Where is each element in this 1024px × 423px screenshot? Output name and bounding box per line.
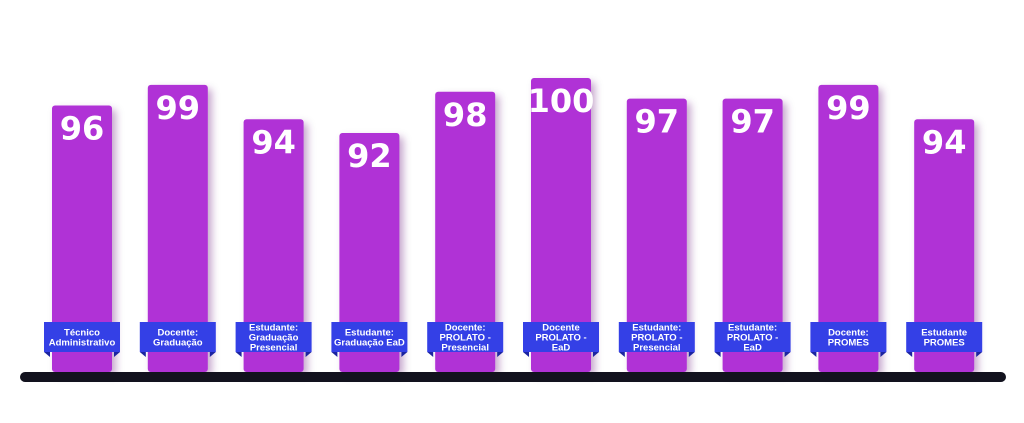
category-label-line: PROMES [828, 338, 869, 349]
category-label-line: Administrativo [49, 338, 116, 349]
category-label: Docente:PROMES [810, 322, 887, 357]
bar [147, 84, 208, 372]
bar-value-label: 99 [156, 89, 201, 127]
bar [818, 84, 879, 372]
category-label-line: Graduação [153, 338, 203, 349]
bar [722, 98, 783, 372]
bar-value-label: 97 [635, 103, 680, 141]
bar-value-label: 98 [443, 96, 488, 134]
bar-value-label: 94 [251, 123, 296, 161]
bar-value-label: 100 [528, 82, 595, 120]
category-label-line: PROLATO - [535, 333, 586, 344]
category-label-line: PROLATO - [440, 333, 491, 344]
category-label-line: Presencial [441, 343, 489, 354]
bar-value-label: 97 [730, 103, 775, 141]
bar-value-label: 99 [826, 89, 871, 127]
bar-value-label: 92 [347, 137, 392, 175]
category-label-line: Presencial [633, 343, 681, 354]
category-label-line: Estudante: [249, 323, 298, 334]
bar-value-label: 96 [60, 110, 105, 148]
bar-value-label: 94 [922, 123, 967, 161]
category-label-line: Graduação EaD [334, 338, 405, 349]
category-label-line: PROLATO - [631, 333, 682, 344]
bar [52, 105, 112, 372]
category-label: Estudante:PROLATO -Presencial [618, 322, 695, 357]
category-label-line: Técnico [64, 328, 100, 339]
category-label: Docente:Graduação [139, 322, 216, 357]
category-label: Estudante:Graduação EaD [331, 322, 408, 357]
category-label-line: Docente [542, 323, 579, 334]
category-label-line: Estudante: [632, 323, 681, 334]
category-label-line: Estudante: [728, 323, 777, 334]
bar [914, 119, 975, 372]
category-label-line: Presencial [250, 343, 298, 354]
category-label-line: Docente: [445, 323, 486, 334]
category-label-line: Docente: [828, 328, 869, 339]
bar [626, 98, 687, 372]
bar [339, 133, 400, 372]
bar [531, 78, 591, 372]
category-label-line: EaD [552, 343, 571, 354]
category-label-line: Estudante [921, 328, 967, 339]
baseline [20, 372, 1006, 382]
bar [435, 91, 496, 372]
category-label-line: Docente: [157, 328, 198, 339]
category-label-line: EaD [743, 343, 762, 354]
category-label-line: PROMES [924, 338, 965, 349]
category-label: Docente:PROLATO -Presencial [427, 322, 504, 357]
category-label-line: PROLATO - [727, 333, 778, 344]
category-label: Estudante:PROLATO -EaD [714, 322, 791, 357]
bar [243, 119, 304, 372]
category-label-line: Estudante: [345, 328, 394, 339]
category-label-line: Graduação [249, 333, 299, 344]
